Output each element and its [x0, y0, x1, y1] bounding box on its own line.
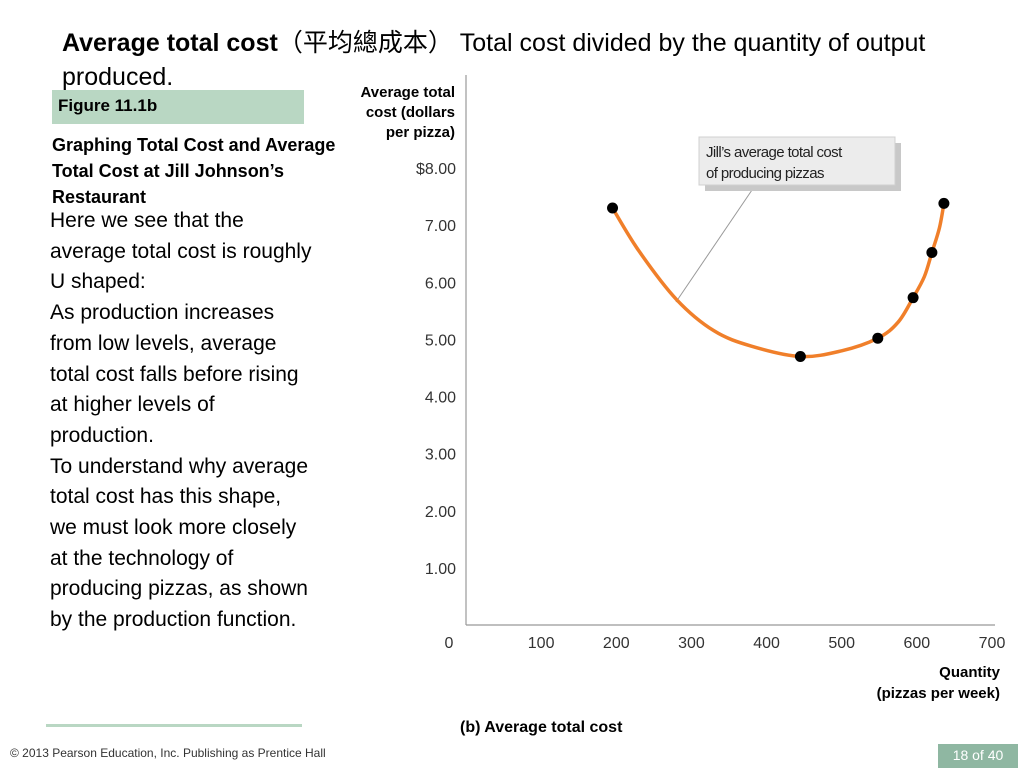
- x-axis-title: Quantity (pizzas per week): [877, 664, 1001, 702]
- x-tick-label: 100: [528, 635, 555, 652]
- body-underline: [46, 724, 302, 727]
- x-axis-title-line: Quantity: [939, 664, 1000, 681]
- slide-title: Average total cost（平均總成本） Total cost div…: [62, 26, 982, 94]
- atc-data-point: [607, 202, 619, 214]
- annotation-line: Jill’s average total cost: [706, 144, 843, 161]
- x-tick-label: 400: [753, 635, 780, 652]
- chart-caption: (b) Average total cost: [460, 719, 623, 736]
- x-tick-label: 200: [603, 635, 630, 652]
- atc-data-point: [872, 332, 884, 344]
- y-tick-label: 6.00: [425, 275, 456, 292]
- x-tick-label: 500: [828, 635, 855, 652]
- atc-data-points: [607, 197, 950, 363]
- figure-label-box: [52, 90, 304, 124]
- atc-data-point: [938, 197, 950, 209]
- x-axis-title-line: (pizzas per week): [877, 685, 1000, 702]
- y-tick-label: 4.00: [425, 390, 456, 407]
- footer-copyright: © 2013 Pearson Education, Inc. Publishin…: [10, 746, 326, 760]
- x-tick-label: 600: [904, 635, 931, 652]
- y-tick-labels: 1.00 2.00 3.00 4.00 5.00 6.00 7.00 $8.00: [416, 161, 456, 578]
- y-axis-title-line: per pizza): [386, 124, 455, 141]
- annotation-box: [698, 136, 896, 186]
- page-number-box: [938, 744, 1018, 768]
- body-paragraph: Here we see that the average total cost …: [50, 209, 312, 294]
- atc-data-point: [926, 247, 938, 259]
- body-paragraph: As production increases from low levels,…: [50, 301, 299, 447]
- y-tick-label: 7.00: [425, 218, 456, 235]
- body-text: Here we see that the average total cost …: [50, 206, 312, 636]
- y-tick-label: $8.00: [416, 161, 456, 178]
- figure-label: Figure 11.1b: [58, 96, 158, 115]
- page-number: 18 of 40: [952, 747, 1004, 763]
- y-tick-label: 3.00: [425, 447, 456, 464]
- atc-curve-series-line: [610, 201, 946, 359]
- atc-data-point: [794, 351, 806, 363]
- x-tick-labels: 0 100 200 300 400 500 600 700: [445, 635, 1006, 652]
- y-tick-label: 1.00: [425, 561, 456, 578]
- title-term: Average total cost: [62, 29, 278, 57]
- y-axis-title-line: Average total: [361, 84, 455, 101]
- body-paragraph: To understand why average total cost has…: [50, 454, 308, 632]
- title-chinese: （平均總成本）: [277, 29, 453, 57]
- title-definition: Total cost divided by the quantity of ou…: [62, 29, 926, 91]
- y-tick-label: 5.00: [425, 332, 456, 349]
- annotation-leader-line: [675, 189, 753, 303]
- y-tick-label: 2.00: [425, 504, 456, 521]
- figure-heading: Graphing Total Cost and Average Total Co…: [52, 135, 336, 207]
- y-axis-title: Average total cost (dollars per pizza): [361, 84, 455, 141]
- x-tick-label: 700: [979, 635, 1006, 652]
- y-axis-title-line: cost (dollars: [366, 104, 455, 121]
- annotation-line: of producing pizzas: [706, 165, 824, 182]
- atc-data-point: [907, 292, 919, 304]
- x-tick-label: 300: [678, 635, 705, 652]
- x-tick-label: 0: [445, 635, 454, 652]
